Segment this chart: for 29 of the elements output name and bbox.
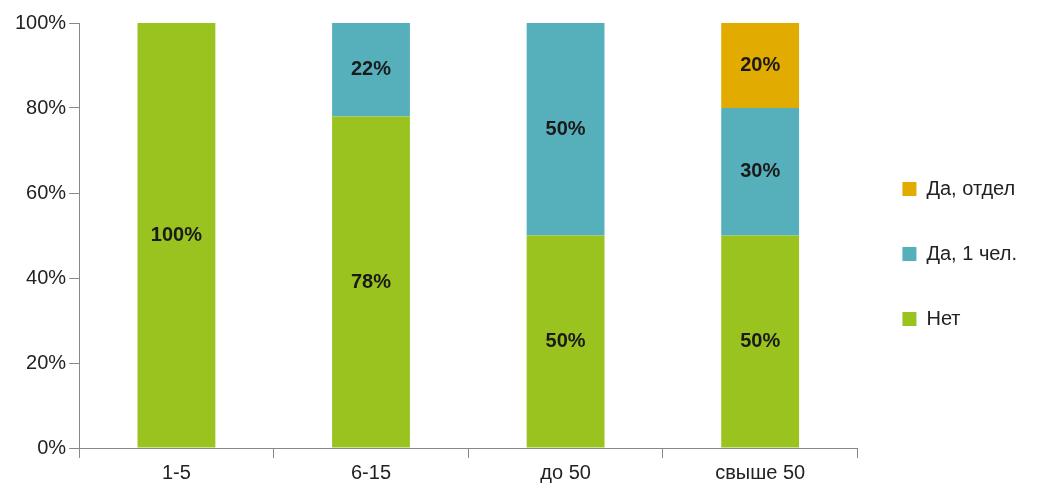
- bar: [526, 23, 605, 236]
- x-tick-label: до 50: [540, 460, 591, 483]
- bar: [721, 108, 800, 236]
- data-label: 50%: [545, 116, 586, 139]
- data-label: 50%: [545, 329, 586, 352]
- legend-label: Да, отдел: [926, 176, 1016, 199]
- data-label: 100%: [150, 222, 203, 245]
- y-tick-label: 60%: [26, 180, 67, 203]
- y-tick-label: 20%: [26, 350, 67, 373]
- y-tick-label: 100%: [15, 10, 67, 33]
- data-label: 78%: [350, 269, 392, 292]
- data-label: 30%: [740, 159, 781, 182]
- x-tick-label: 6-15: [350, 460, 392, 483]
- legend-label: Да, 1 чел.: [926, 241, 1018, 264]
- bar: [721, 23, 800, 108]
- x-tick-label: 1-5: [161, 460, 191, 483]
- y-tick-label: 80%: [26, 95, 67, 118]
- bar: [137, 23, 216, 448]
- bar: [526, 235, 605, 448]
- bar: [332, 116, 410, 448]
- data-label: 22%: [350, 57, 392, 80]
- x-tick-label: свыше 50: [715, 460, 806, 483]
- bar: [721, 235, 800, 448]
- y-tick-label: 0%: [37, 435, 67, 458]
- bar: [332, 23, 410, 117]
- data-label: 50%: [740, 329, 781, 352]
- data-label: 20%: [740, 53, 781, 76]
- legend-label: Нет: [926, 306, 961, 329]
- y-tick-label: 40%: [26, 265, 67, 288]
